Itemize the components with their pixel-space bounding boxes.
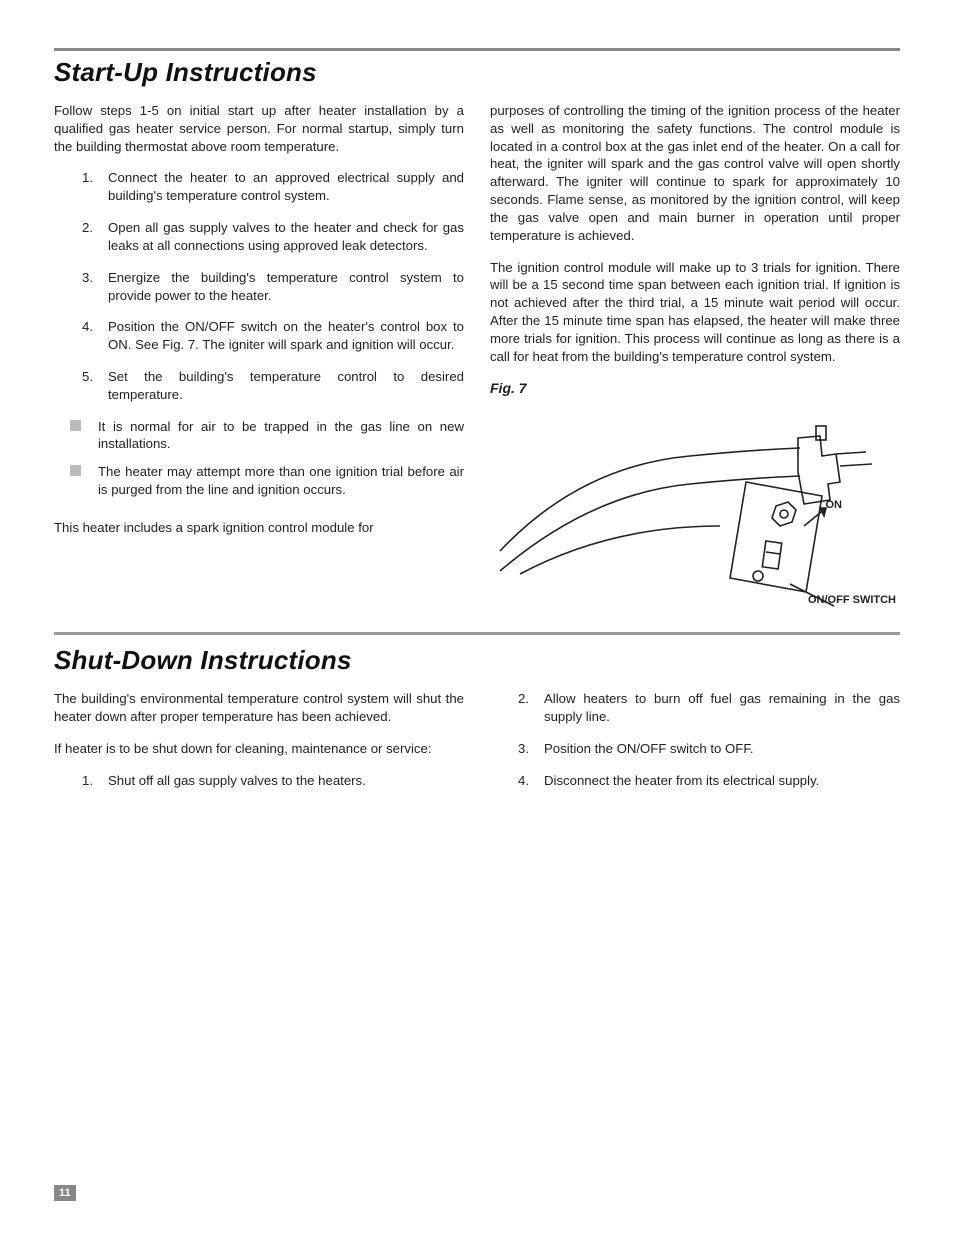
- step-5: 5.Set the building's temperature control…: [82, 368, 464, 404]
- step-1: 1.Connect the heater to an approved elec…: [82, 169, 464, 205]
- shutdown-step-3: 3.Position the ON/OFF switch to OFF.: [518, 740, 900, 758]
- section2-left-p2: If heater is to be shut down for cleanin…: [54, 740, 464, 758]
- section1-columns: Follow steps 1-5 on initial start up aft…: [54, 102, 900, 616]
- section2-left-steps: 1.Shut off all gas supply valves to the …: [82, 772, 464, 790]
- shutdown-step-2: 2.Allow heaters to burn off fuel gas rem…: [518, 690, 900, 726]
- section2-left-col: The building's environmental temperature…: [54, 690, 464, 803]
- shutdown-step-4: 4.Disconnect the heater from its electri…: [518, 772, 900, 790]
- step-4: 4.Position the ON/OFF switch on the heat…: [82, 318, 464, 354]
- section2-title: Shut-Down Instructions: [54, 645, 900, 676]
- section2-rule: [54, 632, 900, 635]
- section1-right-p2: The ignition control module will make up…: [490, 259, 900, 366]
- bullet-1: It is normal for air to be trapped in th…: [76, 418, 464, 454]
- section1-right-col: purposes of controlling the timing of th…: [490, 102, 900, 616]
- section1-bullets: It is normal for air to be trapped in th…: [76, 418, 464, 499]
- step-3: 3.Energize the building's temperature co…: [82, 269, 464, 305]
- bullet-2: The heater may attempt more than one ign…: [76, 463, 464, 499]
- figure7-switch-label: ON/OFF SWITCH: [808, 593, 896, 608]
- section1-right-p1: purposes of controlling the timing of th…: [490, 102, 900, 245]
- section2-columns: The building's environmental temperature…: [54, 690, 900, 803]
- section1-left-tail: This heater includes a spark ignition co…: [54, 519, 464, 537]
- section1-title: Start-Up Instructions: [54, 57, 900, 88]
- section1-steps: 1.Connect the heater to an approved elec…: [82, 169, 464, 403]
- section2-right-col: 2.Allow heaters to burn off fuel gas rem…: [490, 690, 900, 803]
- section1-intro: Follow steps 1-5 on initial start up aft…: [54, 102, 464, 155]
- figure7-on-label: ON: [826, 498, 843, 513]
- section2-left-p1: The building's environmental temperature…: [54, 690, 464, 726]
- section1-left-col: Follow steps 1-5 on initial start up aft…: [54, 102, 464, 616]
- page-number: 11: [54, 1185, 76, 1201]
- section2-right-steps: 2.Allow heaters to burn off fuel gas rem…: [518, 690, 900, 789]
- shutdown-step-1: 1.Shut off all gas supply valves to the …: [82, 772, 464, 790]
- figure7-label: Fig. 7: [490, 379, 900, 398]
- section1-rule: [54, 48, 900, 51]
- figure7-diagram: ON ON/OFF SWITCH: [490, 406, 900, 616]
- step-2: 2.Open all gas supply valves to the heat…: [82, 219, 464, 255]
